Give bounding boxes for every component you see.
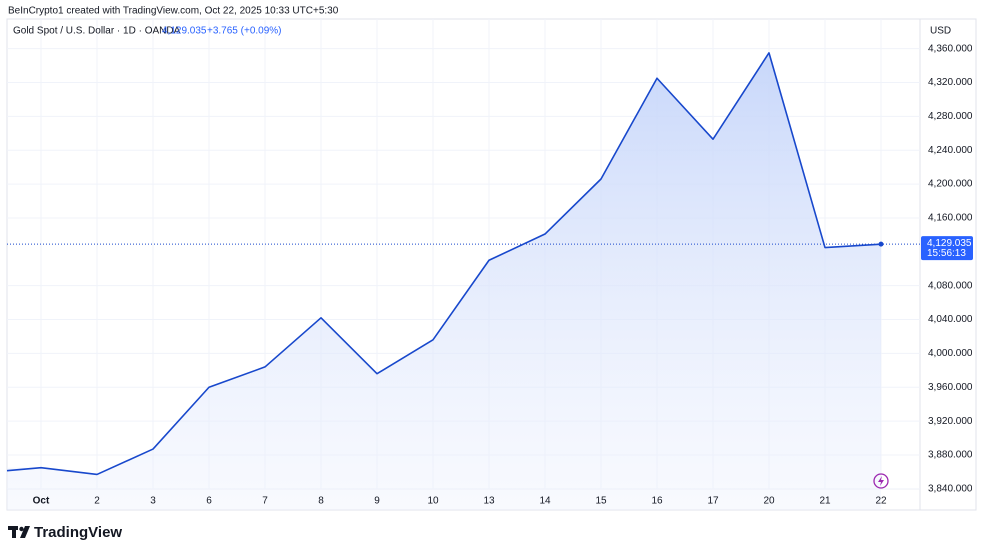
event-icon-bolt bbox=[878, 476, 884, 486]
currency: USD bbox=[930, 26, 951, 37]
y-tick-label: 3,880.000 bbox=[928, 450, 973, 461]
x-tick-label: 14 bbox=[539, 496, 551, 507]
y-tick-label: 4,320.000 bbox=[928, 77, 973, 88]
header: BeInCrypto1 created with TradingView.com… bbox=[8, 6, 339, 17]
y-tick-label: 4,200.000 bbox=[928, 179, 973, 190]
countdown: 15:56:13 bbox=[927, 248, 966, 259]
x-tick-label: 10 bbox=[427, 496, 439, 507]
x-tick-label: 21 bbox=[819, 496, 831, 507]
price-label-box bbox=[921, 236, 973, 261]
y-tick-label: 4,240.000 bbox=[928, 145, 973, 156]
x-tick-label: 7 bbox=[262, 496, 268, 507]
y-tick-label: 4,160.000 bbox=[928, 213, 973, 224]
brand: TradingView bbox=[34, 524, 122, 541]
y-tick-label: 4,040.000 bbox=[928, 314, 973, 325]
x-tick-label: 20 bbox=[763, 496, 775, 507]
x-tick-label: 9 bbox=[374, 496, 380, 507]
y-tick-label: 4,280.000 bbox=[928, 111, 973, 122]
plot bbox=[6, 52, 920, 511]
x-tick-label: 8 bbox=[318, 496, 324, 507]
y-tick-label: 4,080.000 bbox=[928, 280, 973, 291]
x-tick-label: 2 bbox=[94, 496, 100, 507]
chart-title: Gold Spot / U.S. Dollar · 1D · OANDA bbox=[13, 26, 181, 37]
price-line bbox=[6, 52, 882, 476]
area-fill bbox=[7, 52, 881, 511]
y-tick-label: 4,000.000 bbox=[928, 348, 973, 359]
y-tick-label: 3,960.000 bbox=[928, 382, 973, 393]
last-point bbox=[878, 241, 884, 247]
x-tick-label: 16 bbox=[651, 496, 663, 507]
x-tick-label: 15 bbox=[595, 496, 607, 507]
y-tick-label: 4,360.000 bbox=[928, 43, 973, 54]
y-tick-label: 3,920.000 bbox=[928, 416, 973, 427]
x-tick-label: 17 bbox=[707, 496, 719, 507]
x-tick-label: 6 bbox=[206, 496, 212, 507]
x-tick-label: 22 bbox=[875, 496, 887, 507]
last-price: 4,129.035 bbox=[162, 26, 207, 37]
x-tick-label: 3 bbox=[150, 496, 156, 507]
x-tick-label: 13 bbox=[483, 496, 495, 507]
x-tick-label: Oct bbox=[33, 496, 50, 507]
price-label: 4,129.035 bbox=[927, 238, 972, 249]
event-icon[interactable] bbox=[873, 473, 889, 489]
price-change: +3.765 (+0.09%) bbox=[207, 26, 282, 37]
y-tick-label: 3,840.000 bbox=[928, 483, 973, 494]
logo: TradingView bbox=[8, 524, 122, 541]
